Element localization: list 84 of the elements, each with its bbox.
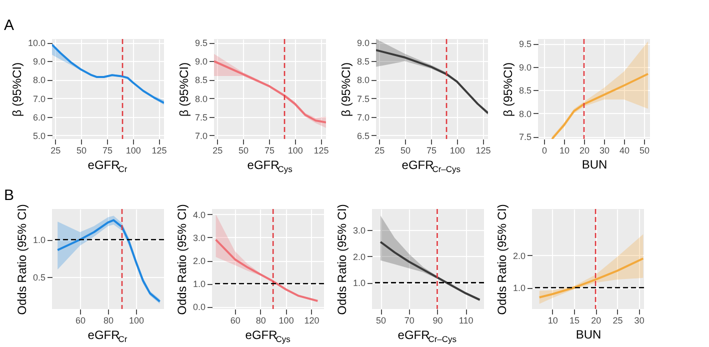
x-tick-label: 50 (400, 146, 411, 156)
x-tick-label: 110 (458, 316, 474, 326)
x-tick-label: 80 (256, 316, 266, 326)
x-tick-label: 20 (579, 146, 590, 156)
x-tick-label: 100 (278, 316, 294, 326)
x-tick-label: 75 (264, 146, 274, 156)
x-tick-label: 0 (542, 146, 548, 156)
x-tick-label: 100 (126, 146, 141, 156)
y-tick-label: 7.5 (356, 94, 370, 104)
x-tick-label: 60 (230, 316, 240, 326)
y-tick-label: 8.0 (518, 108, 532, 119)
y-axis-title: Odds Ratio (95% CI) (494, 204, 509, 315)
y-tick-label: 5.0 (32, 130, 46, 141)
x-tick-label: 25 (50, 146, 61, 156)
y-tick-label: 8.0 (32, 75, 46, 86)
x-tick-label: 40 (619, 146, 630, 156)
x-tick-label: 90 (432, 316, 443, 326)
y-tick-label: 2.0 (192, 256, 206, 266)
y-tick-label: 9.0 (194, 56, 208, 67)
x-tick-label: 100 (128, 316, 144, 326)
y-tick-label: 7.0 (194, 130, 208, 141)
x-tick-label: 15 (569, 316, 580, 326)
y-tick-label: 6.5 (356, 130, 370, 141)
y-axis-title: β (95%CI) (338, 62, 353, 117)
y-tick-label: 8.0 (194, 94, 208, 104)
x-tick-label: 20 (591, 316, 602, 326)
y-tick-label: 10.0 (28, 38, 46, 48)
x-tick-label: 75 (102, 146, 112, 156)
text: A (4, 17, 14, 34)
y-tick-label: 0.5 (32, 272, 46, 282)
text: B (4, 187, 14, 204)
y-axis-title: β (95%CI) (500, 62, 515, 117)
y-tick-label: 1.0 (512, 283, 526, 294)
y-axis-title: β (95%CI) (10, 62, 24, 117)
x-tick-label: 125 (314, 146, 329, 156)
y-tick-label: 9.0 (518, 62, 532, 72)
x-tick-label: 60 (75, 316, 86, 326)
y-tick-label: 1.0 (32, 235, 46, 246)
y-tick-label: 8.5 (518, 86, 532, 96)
y-tick-label: 2.0 (512, 250, 526, 261)
y-axis-title: Odds Ratio (95% CI) (334, 204, 349, 315)
y-tick-label: 7.5 (194, 112, 208, 122)
x-tick-label: 25 (212, 146, 223, 156)
x-tick-label: 50 (639, 146, 650, 156)
x-tick-label: 30 (599, 146, 610, 156)
x-tick-label: 120 (304, 316, 320, 326)
y-tick-label: 4.0 (192, 210, 206, 220)
y-tick-label: 9.0 (32, 56, 46, 67)
x-tick-label: 30 (634, 316, 644, 326)
y-axis-title: β (95%CI) (176, 62, 191, 117)
x-tick-label: 75 (426, 146, 436, 156)
x-tick-label: 50 (76, 146, 87, 156)
x-axis-title: BUN (576, 328, 602, 342)
y-tick-label: 8.0 (356, 75, 370, 86)
y-tick-label: 8.5 (194, 75, 208, 86)
y-tick-label: 9.5 (518, 39, 532, 50)
y-tick-label: 1.0 (352, 278, 366, 288)
y-tick-label: 7.0 (356, 112, 370, 122)
y-tick-label: 3.0 (192, 232, 206, 243)
x-tick-label: 10 (548, 316, 558, 326)
y-axis-title: Odds Ratio (95% CI) (14, 204, 29, 315)
x-tick-label: 100 (288, 146, 303, 156)
x-tick-label: 100 (450, 146, 465, 156)
y-tick-label: 8.5 (356, 56, 370, 67)
y-tick-label: 0.0 (192, 302, 206, 312)
x-tick-label: 25 (374, 146, 385, 156)
x-tick-label: 50 (376, 316, 386, 326)
x-tick-label: 50 (238, 146, 249, 156)
y-axis-title: Odds Ratio (95% CI) (174, 204, 189, 315)
y-tick-label: 3.0 (352, 226, 366, 236)
x-tick-label: 25 (612, 316, 623, 326)
x-tick-label: 125 (152, 146, 167, 156)
x-tick-label: 10 (559, 146, 570, 156)
y-tick-label: 9.5 (194, 38, 208, 48)
x-tick-label: 125 (476, 146, 491, 156)
y-tick-label: 2.0 (352, 252, 366, 262)
y-tick-label: 7.0 (32, 94, 46, 104)
x-tick-label: 70 (404, 316, 414, 326)
y-tick-label: 7.5 (518, 132, 532, 142)
y-tick-label: 6.0 (32, 112, 46, 122)
x-tick-label: 80 (103, 316, 114, 326)
x-axis-title: BUN (582, 158, 608, 172)
y-tick-label: 1.0 (192, 279, 206, 290)
y-tick-label: 9.0 (356, 38, 370, 48)
